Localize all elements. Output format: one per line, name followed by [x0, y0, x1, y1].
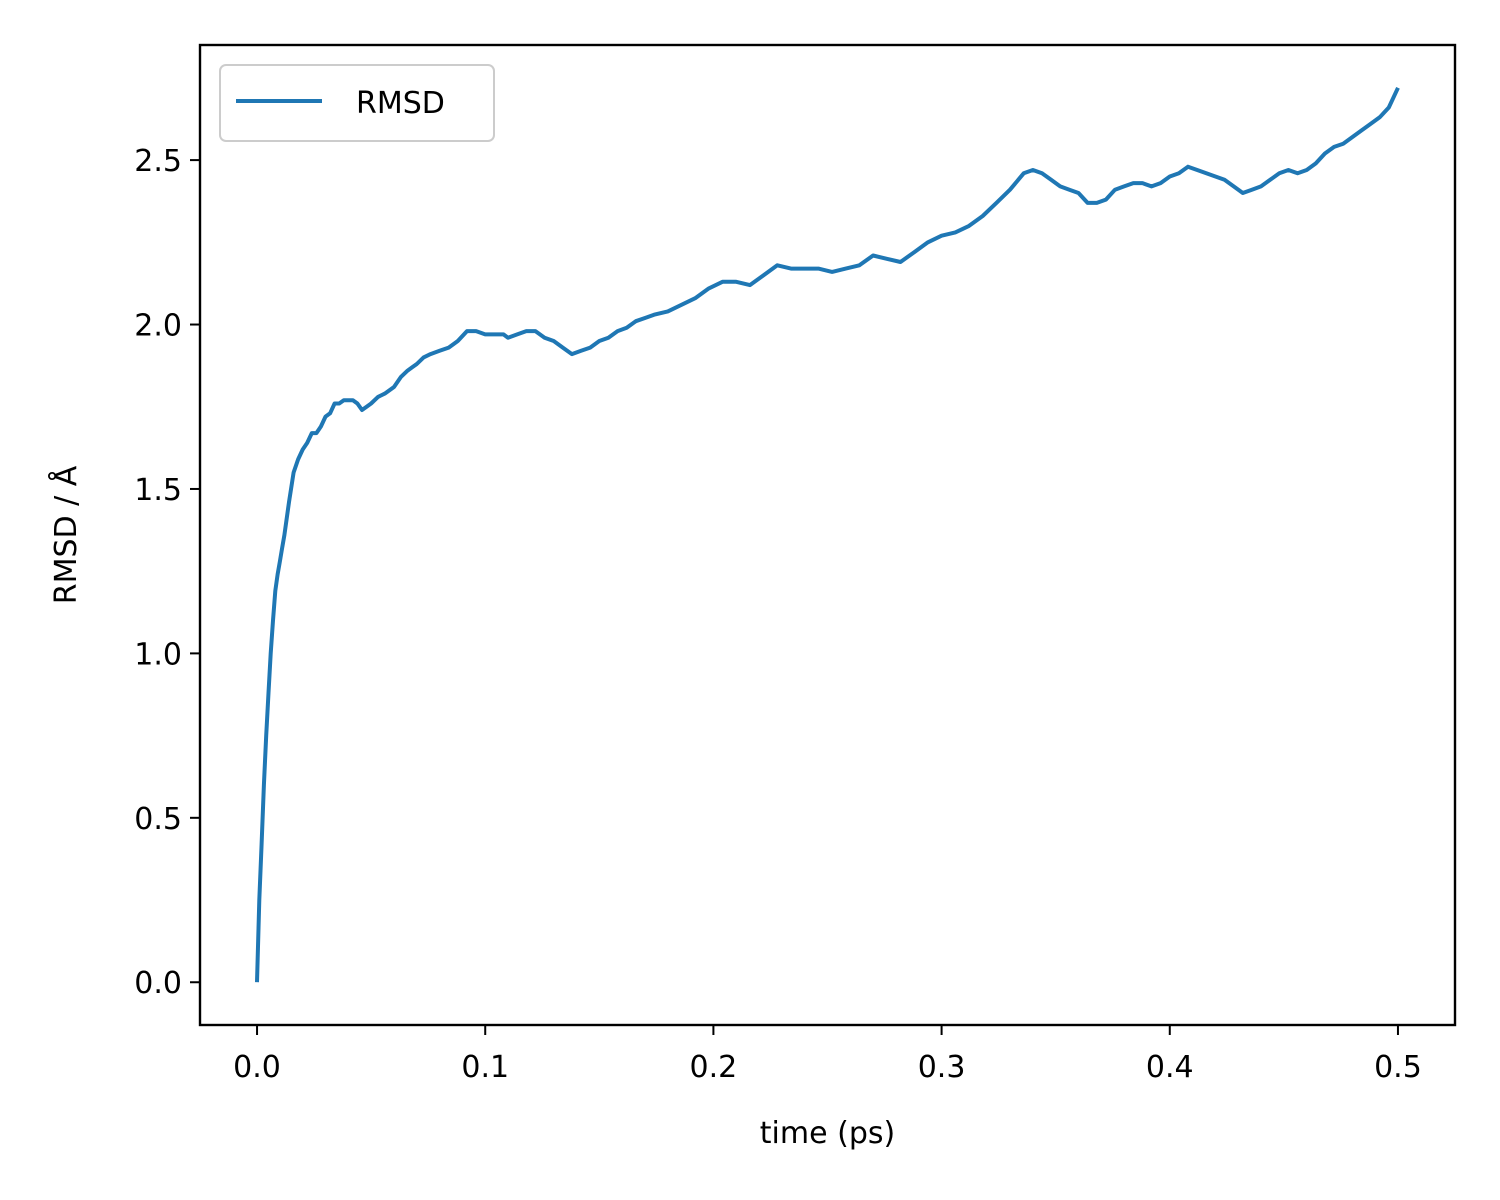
- y-axis-label: RMSD / Å: [48, 465, 84, 604]
- x-tick-label: 0.2: [690, 1050, 738, 1085]
- x-tick-label: 0.4: [1146, 1050, 1194, 1085]
- y-tick-label: 2.5: [134, 144, 182, 179]
- y-tick-label: 0.0: [134, 966, 182, 1001]
- x-tick-label: 0.5: [1374, 1050, 1422, 1085]
- x-tick-label: 0.1: [461, 1050, 509, 1085]
- plot-area: 0.0 0.1 0.2 0.3 0.4 0.5 0.0 0.5 1.0 1.5 2.0 2.5: [134, 43, 1457, 1085]
- y-tick-label: 1.0: [134, 637, 182, 672]
- y-axis-ticks: 0.0 0.5 1.0 1.5 2.0 2.5: [134, 144, 200, 1001]
- axes-frame: [198, 43, 1457, 1027]
- legend-label-rmsd: RMSD: [356, 86, 445, 121]
- x-tick-label: 0.0: [233, 1050, 281, 1085]
- legend: RMSD: [219, 64, 495, 142]
- y-tick-label: 0.5: [134, 802, 182, 837]
- x-axis-ticks: 0.0 0.1 0.2 0.3 0.4 0.5: [233, 1025, 1422, 1085]
- x-tick-label: 0.3: [918, 1050, 966, 1085]
- x-axis-label: time (ps): [760, 1116, 895, 1151]
- legend-box: [219, 64, 495, 142]
- series-lines: [255, 86, 1400, 983]
- y-tick-label: 1.5: [134, 473, 182, 508]
- y-tick-label: 2.0: [134, 309, 182, 344]
- series-line-rmsd: [255, 86, 1400, 983]
